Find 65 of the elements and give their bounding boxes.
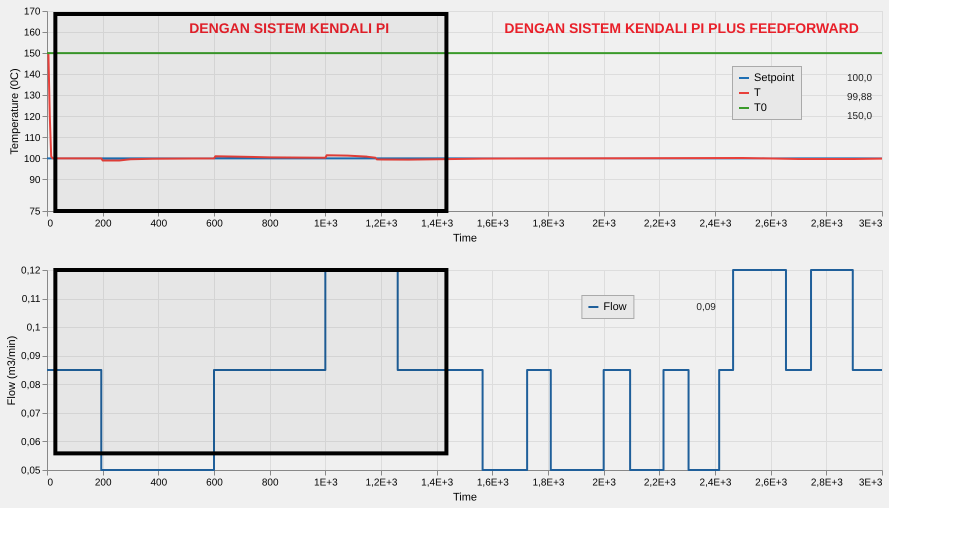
x-tick-label: 800 (262, 218, 279, 230)
x-tick-label: 2,2E+3 (644, 218, 676, 230)
y-tick-label: 0,08 (21, 380, 41, 391)
x-tick-label: 200 (94, 478, 112, 488)
x-tick-label: 2,6E+3 (755, 218, 788, 230)
annotation: 99,88 (847, 92, 872, 103)
y-tick-label: 160 (24, 28, 41, 39)
x-tick-label: 2,4E+3 (700, 218, 732, 230)
x-tick-label: 1,8E+3 (532, 478, 565, 488)
line-series (46, 52, 883, 162)
x-tick-label: 2,8E+3 (810, 478, 844, 488)
y-tick-label: 0,1 (26, 322, 41, 334)
y-axis-title: Flow (m3/min) (6, 336, 18, 406)
x-axis-title: Time (452, 232, 478, 244)
x-tick-label: 400 (150, 478, 168, 488)
y-tick-label: 110 (24, 132, 41, 144)
y-tick-label: 0,06 (21, 436, 41, 448)
y-tick-label: 75 (29, 206, 41, 218)
x-tick-label: 1E+3 (314, 218, 338, 230)
legend-label: T0 (754, 102, 767, 114)
y-tick-label: 0,05 (21, 466, 41, 476)
x-tick-label: 1,2E+3 (366, 478, 398, 488)
x-tick-label: 2,2E+3 (644, 478, 676, 488)
x-tick-label: 800 (262, 478, 279, 488)
x-tick-label: 1,6E+3 (476, 478, 510, 488)
x-tick-label: 400 (150, 218, 168, 230)
y-tick-label: 120 (24, 112, 41, 123)
x-tick-label: 2E+3 (592, 478, 616, 488)
x-axis-title: Time (452, 492, 478, 504)
legend-label: Flow (603, 301, 627, 313)
x-tick-label: 1,2E+3 (366, 218, 398, 230)
x-tick-label: 2E+3 (592, 218, 616, 230)
legend-label: T (754, 87, 761, 99)
x-tick-label: 1,6E+3 (476, 218, 510, 230)
annotation: 0,09 (696, 302, 716, 313)
x-tick-label: 1,4E+3 (421, 218, 454, 230)
x-tick-label: 1E+3 (314, 478, 338, 488)
y-tick-label: 170 (24, 6, 41, 18)
x-tick-label: 1,8E+3 (532, 218, 565, 230)
y-tick-label: 130 (24, 90, 41, 102)
legend-label: Setpoint (754, 72, 794, 84)
annotation: 100,0 (847, 73, 872, 84)
y-axis-title: Temperature (0C) (8, 68, 21, 155)
y-tick-label: 0,07 (21, 408, 41, 420)
x-tick-label: 3E+3 (858, 218, 883, 230)
y-tick-label: 0,12 (21, 266, 41, 276)
x-tick-label: 3E+3 (858, 478, 883, 488)
y-tick-label: 100 (24, 154, 41, 165)
y-tick-label: 140 (24, 70, 41, 81)
x-tick-label: 2,6E+3 (755, 478, 788, 488)
y-tick-label: 0,09 (21, 351, 41, 362)
y-tick-label: 150 (24, 48, 41, 60)
annotation: DENGAN SISTEM KENDALI PI PLUS FEEDFORWARD (504, 20, 859, 36)
x-tick-label: 1,4E+3 (421, 478, 454, 488)
x-tick-label: 0 (48, 478, 54, 488)
x-tick-label: 600 (206, 218, 224, 230)
x-tick-label: 2,8E+3 (810, 218, 844, 230)
y-tick-label: 0,11 (22, 294, 41, 306)
annotation: DENGAN SISTEM KENDALI PI (189, 20, 390, 36)
x-tick-label: 0 (48, 218, 54, 230)
x-tick-label: 600 (206, 478, 224, 488)
annotation: 150,0 (847, 111, 872, 122)
x-tick-label: 200 (94, 218, 112, 230)
x-tick-label: 2,4E+3 (700, 478, 732, 488)
y-tick-label: 90 (29, 174, 41, 186)
